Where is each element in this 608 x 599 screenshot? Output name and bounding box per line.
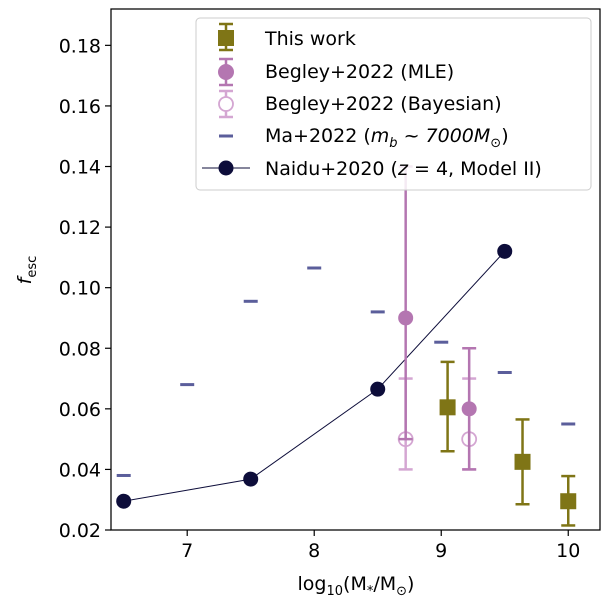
series-circle-line — [116, 243, 513, 509]
data-point — [497, 243, 513, 259]
legend-label-ma2022: Ma+2022 (mb ~ 7000M⊙) — [265, 125, 509, 151]
plot-frame — [110, 8, 601, 531]
legend-label-naidu2020: Naidu+2020 (z = 4, Model II) — [265, 158, 542, 180]
y-tick-label: 0.08 — [59, 338, 101, 360]
data-point — [560, 493, 577, 510]
legend-marker-naidu2020 — [202, 160, 250, 176]
data-point — [439, 399, 456, 416]
x-tick-label: 8 — [308, 540, 320, 562]
legend: This work Begley+2022 (MLE) Begley+2022 … — [195, 17, 592, 191]
series-open-circle — [397, 377, 478, 471]
y-tick-label: 0.18 — [59, 35, 101, 57]
x-tick-label: 9 — [435, 540, 447, 562]
x-tick-label: 7 — [181, 540, 193, 562]
legend-box — [195, 17, 592, 191]
data-point — [243, 471, 259, 487]
x-axis-label: log10(M*/M⊙) — [298, 573, 415, 599]
data-layer — [116, 165, 577, 527]
y-tick-label: 0.10 — [59, 278, 101, 300]
y-tick-label: 0.14 — [59, 157, 101, 179]
x-tick-label: 10 — [556, 540, 580, 562]
legend-label-begley-mle: Begley+2022 (MLE) — [265, 61, 454, 83]
legend-marker-begley-bayesian — [218, 89, 234, 119]
series-circle — [398, 165, 477, 471]
legend-label-begley-bayesian: Begley+2022 (Bayesian) — [265, 93, 502, 115]
data-point — [461, 401, 477, 417]
legend-marker-this-work — [218, 22, 234, 52]
y-tick-label: 0.02 — [59, 520, 101, 542]
series-hline — [116, 266, 576, 477]
y-axis-label: fesc — [14, 256, 40, 285]
y-tick-label: 0.16 — [59, 96, 101, 118]
y-tick-label: 0.06 — [59, 399, 101, 421]
data-point — [116, 493, 132, 509]
series-square — [439, 360, 577, 527]
data-point — [398, 310, 414, 326]
data-point — [370, 381, 386, 397]
data-point — [514, 453, 531, 470]
y-tick-label: 0.12 — [59, 217, 101, 239]
legend-label-this-work: This work — [264, 28, 356, 50]
ticks-layer: 7 8 9 10 0.02 0.04 0.06 0.08 0.10 0.12 0.14 0.16 0.1… — [59, 35, 581, 562]
y-tick-label: 0.04 — [59, 459, 101, 481]
series-line — [123, 250, 506, 502]
legend-marker-begley-mle — [218, 57, 234, 87]
